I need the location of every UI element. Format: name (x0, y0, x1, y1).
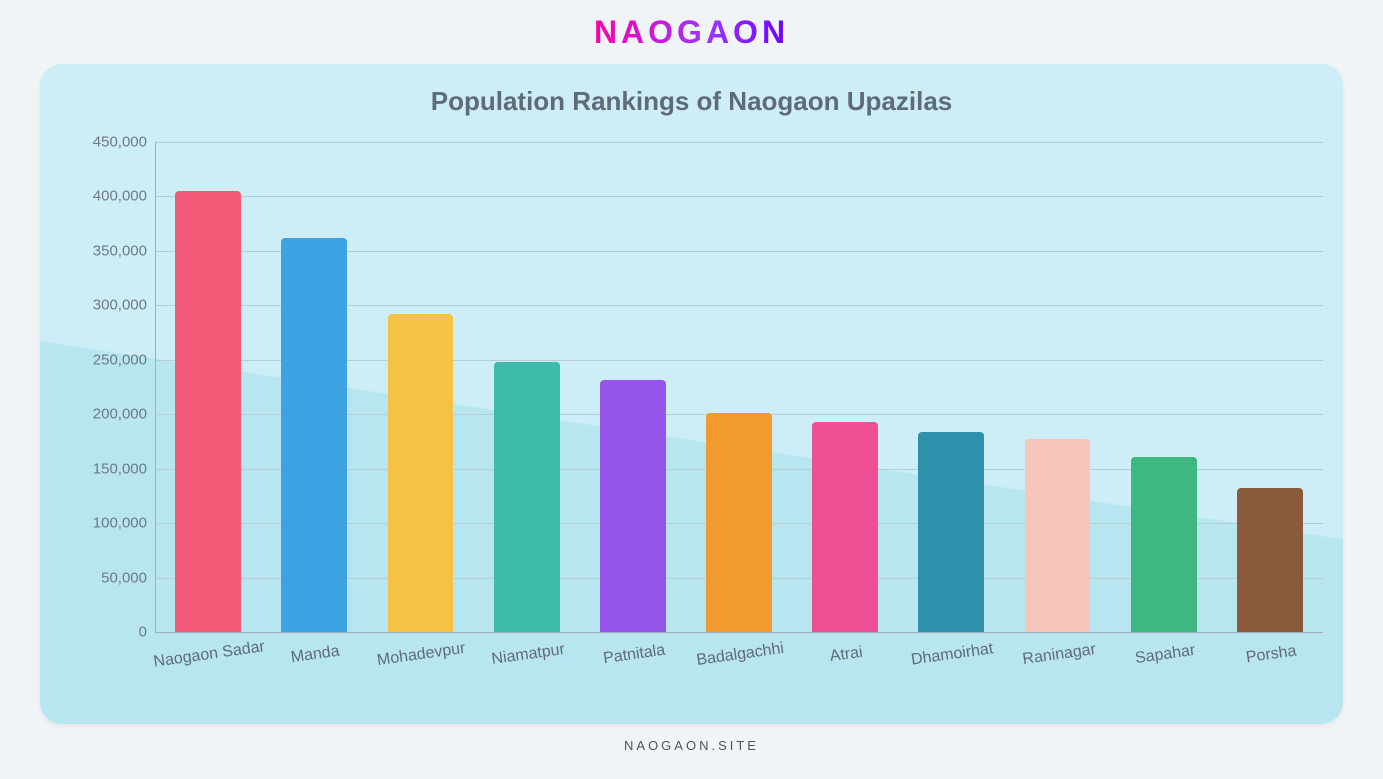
chart-bar (706, 413, 772, 632)
chart-ytick-label: 200,000 (93, 406, 155, 423)
chart-bar (1237, 488, 1303, 632)
chart-y-axis (155, 142, 156, 632)
chart-bar (918, 432, 984, 632)
site-logo: NAOGAON (594, 14, 789, 51)
chart-bar (1025, 439, 1091, 632)
chart-bar (1131, 457, 1197, 632)
chart-gridline (155, 196, 1323, 197)
chart-bar (388, 314, 454, 632)
chart-bar (600, 380, 666, 632)
chart-bar (812, 422, 878, 632)
chart-bar (175, 191, 241, 632)
page-header: NAOGAON (0, 0, 1383, 64)
chart-bar (494, 362, 560, 632)
chart-ytick-label: 50,000 (101, 569, 155, 586)
chart-ytick-label: 250,000 (93, 351, 155, 368)
chart-card: Population Rankings of Naogaon Upazilas … (40, 64, 1343, 724)
chart-plot-area: 050,000100,000150,000200,000250,000300,0… (155, 142, 1323, 632)
chart-ytick-label: 400,000 (93, 188, 155, 205)
chart-ytick-label: 450,000 (93, 134, 155, 151)
chart-title: Population Rankings of Naogaon Upazilas (40, 64, 1343, 117)
chart-card-wrap: Population Rankings of Naogaon Upazilas … (0, 64, 1383, 724)
page-footer: NAOGAON.SITE (0, 724, 1383, 753)
chart-bar (281, 238, 347, 632)
chart-ytick-label: 100,000 (93, 515, 155, 532)
chart-gridline (155, 142, 1323, 143)
chart-ytick-label: 150,000 (93, 460, 155, 477)
chart-ytick-label: 350,000 (93, 242, 155, 259)
chart-ytick-label: 0 (139, 624, 155, 641)
chart-x-axis (155, 632, 1323, 633)
chart-ytick-label: 300,000 (93, 297, 155, 314)
